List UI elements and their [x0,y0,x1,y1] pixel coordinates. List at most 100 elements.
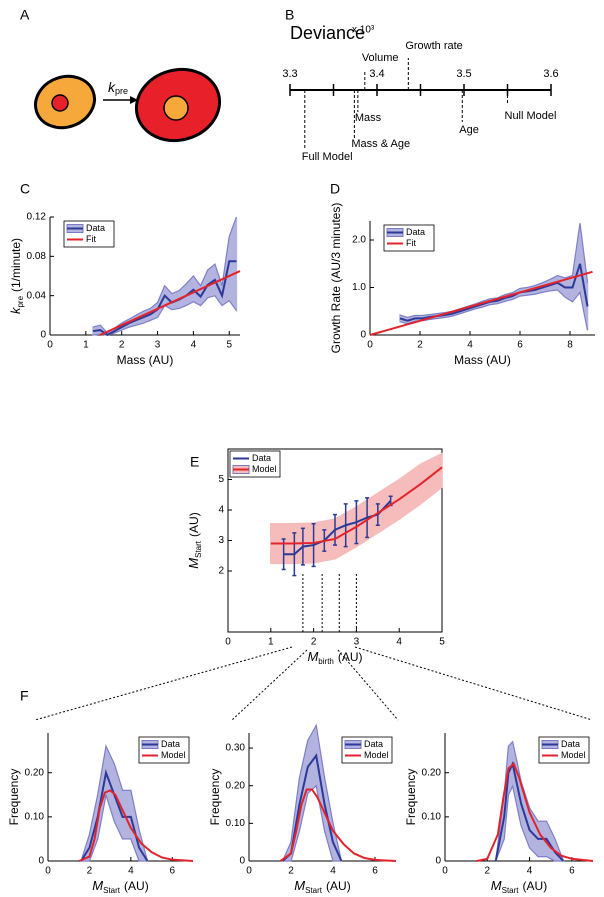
band [92,216,238,336]
y-tick-label: 0.20 [25,767,45,778]
series-line [78,789,194,862]
x-tick-label: 2 [87,866,93,877]
connector [354,646,593,721]
y-tick-label: 0.08 [27,251,47,262]
y-axis-label: Frequency [7,769,21,826]
series-line [494,760,565,862]
y-axis-label: MStart (AU) [186,512,203,568]
rate-subscript: pre [115,86,128,96]
legend-label: Model [561,750,586,760]
x-tick-label: 0 [442,866,448,877]
connector [34,646,293,721]
x-tick-label: 4 [527,866,533,877]
model-label: Null Model [505,110,557,122]
panel-label: D [330,181,340,197]
series-line [279,788,397,862]
y-axis-label: kpre (1/minute) [8,238,25,314]
x-tick-label: 5 [439,637,445,648]
axis-label-part: (AU) [338,650,363,664]
x-tick-label: 1 [83,340,89,351]
axis-label-part: k [8,306,23,314]
model-label: Mass [355,112,382,124]
model-label: Age [459,124,479,136]
tick-label: 3.5 [456,68,471,80]
x-tick-label: 0 [225,637,231,648]
series-line [92,260,237,337]
y-tick-label: 0 [360,330,366,341]
legend-label: Model [161,750,186,760]
y-tick-label: 0 [40,330,46,341]
band-edge [282,723,342,862]
x-tick-label: 6 [170,866,176,877]
connector [337,649,399,721]
x-tick-label: 4 [467,340,473,351]
y-tick-label: 0.20 [226,780,246,791]
legend-label: Data [561,739,580,749]
x-tick-label: 6 [569,866,575,877]
x-tick-label: 0 [367,340,373,351]
y-tick-label: 0.20 [422,767,442,778]
arrow-head [130,96,138,104]
band-edge [81,794,148,862]
tick-label: 3.3 [282,68,297,80]
axis-label-part: (AU) [523,879,548,893]
legend-label: Data [86,223,105,233]
chart-title: Deviance [290,23,365,43]
legend-label: Model [252,464,277,474]
x-tick-label: 4 [330,866,336,877]
y-axis-label: Growth Rate (AU/3 minutes) [329,203,343,354]
x-axis-label: Mass (AU) [117,353,174,367]
x-axis-label: MStart (AU) [92,878,148,895]
x-axis-label: Mass (AU) [454,353,511,367]
band-edge [399,289,588,331]
legend-label: Fit [406,238,416,248]
axis-label-part: M [307,649,318,664]
y-tick-label: 3 [218,535,224,546]
panel-label: C [20,181,30,197]
y-tick-label: 0.10 [25,812,45,823]
x-axis-label: MStart (AU) [491,878,547,895]
connectors [34,646,593,721]
error-bar [343,503,348,548]
x-tick-label: 4 [191,340,197,351]
y-tick-label: 0.04 [27,290,47,301]
scale-label: x 10³ [352,25,375,36]
y-tick-label: 0.30 [226,743,246,754]
tick-label: 3.4 [369,68,384,80]
x-tick-label: 0 [45,866,51,877]
y-tick-label: 0.12 [27,212,47,223]
x-tick-label: 2 [119,340,125,351]
x-tick-label: 3 [354,637,360,648]
x-axis-label: MStart (AU) [294,878,350,895]
x-tick-label: 2 [417,340,423,351]
x-tick-label: 2 [288,866,294,877]
y-tick-label: 2.0 [352,235,366,246]
y-tick-label: 0.10 [226,818,246,829]
rate-symbol: k [108,79,116,95]
band-edge [399,223,588,318]
panel-label: E [190,454,199,470]
x-tick-label: 0 [47,340,53,351]
axis-label-part: M [186,558,201,569]
model-label: Volume [362,52,399,64]
axis-label-part: (AU) [187,512,201,537]
x-tick-label: 5 [226,340,232,351]
error-bar [292,532,297,577]
band-edge [495,740,564,862]
tick-label: 3.6 [543,68,558,80]
x-tick-label: 3 [155,340,161,351]
axis-label-part: (AU) [326,879,351,893]
series-line [99,270,241,336]
series-line [476,762,594,862]
y-tick-label: 1.0 [352,282,366,293]
model-label: Growth rate [405,40,462,52]
band-edge [80,744,148,862]
bud [51,94,69,112]
y-tick-label: 4 [218,505,224,516]
axis-label-part: Start [305,886,323,895]
x-axis-label: Mbirth (AU) [307,649,362,666]
axis-label-part: Start [502,886,520,895]
axis-label-part: M [294,878,305,893]
y-tick-label: 2 [218,566,224,577]
